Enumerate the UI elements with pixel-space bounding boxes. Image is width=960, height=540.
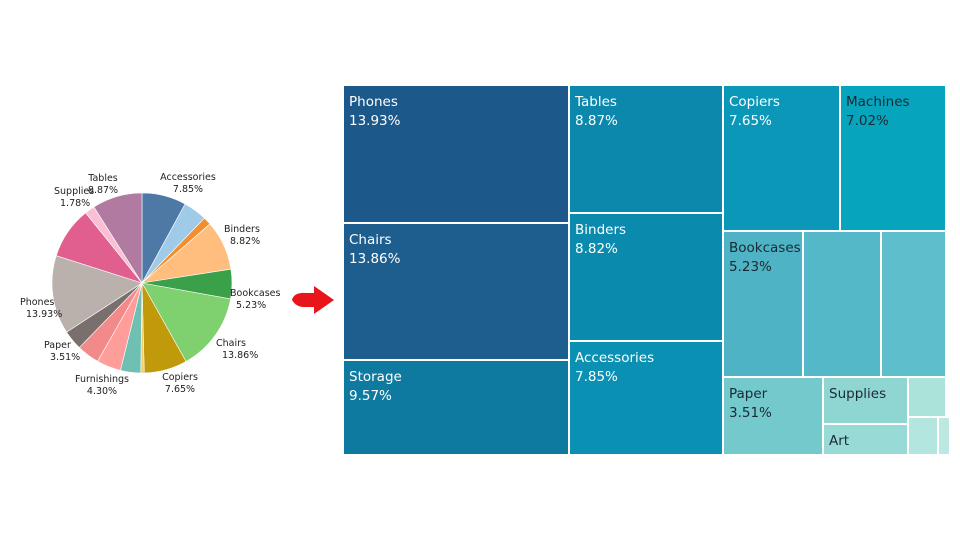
pie-value-label: 3.51%: [50, 352, 80, 363]
pie-value-label: 4.30%: [87, 386, 117, 397]
pie-slice-phones: [51, 255, 143, 333]
pie-label: Accessories: [160, 172, 216, 183]
tile-name: Paper: [729, 386, 768, 402]
treemap-chart: Phones 13.93% Chairs 13.86% Storage 9.57% Tabl…: [343, 85, 950, 455]
pie-label: Supplies: [54, 186, 94, 197]
tile-name: Art: [829, 433, 850, 449]
right-arrow-icon: [292, 286, 334, 314]
tile-percent: 9.57%: [349, 388, 392, 404]
treemap-tile: [881, 231, 946, 377]
tile-percent: 7.65%: [729, 113, 772, 129]
pie-value-label: 5.23%: [236, 300, 266, 311]
treemap-tile-chairs: Chairs 13.86%: [343, 223, 569, 360]
treemap-tile-paper: Paper 3.51%: [723, 377, 823, 455]
pie-label: Paper: [44, 340, 71, 351]
pie-value-label: 8.87%: [88, 185, 118, 196]
tile-percent: 13.93%: [349, 113, 401, 129]
pie-label: Bookcases: [230, 288, 280, 299]
treemap-tile: [908, 417, 938, 455]
tile-percent: 13.86%: [349, 251, 401, 267]
pie-label: Binders: [224, 224, 260, 235]
treemap-tile-tables: Tables 8.87%: [569, 85, 723, 213]
tile-name: Supplies: [829, 386, 887, 402]
pie-value-label: 13.86%: [222, 350, 258, 361]
treemap-tile-accessories: Accessories 7.85%: [569, 341, 723, 455]
treemap-tile-phones: Phones 13.93%: [343, 85, 569, 223]
tile-percent: 5.23%: [729, 259, 772, 275]
tile-name: Bookcases: [729, 240, 801, 256]
treemap-tile-art: Art: [823, 424, 908, 455]
treemap-tile-supplies: Supplies: [823, 377, 908, 424]
tile-percent: 8.87%: [575, 113, 618, 129]
pie-value-label: 8.82%: [230, 236, 260, 247]
treemap-tile-storage: Storage 9.57%: [343, 360, 569, 455]
tile-name: Copiers: [729, 94, 780, 110]
tile-name: Chairs: [349, 232, 392, 248]
pie-value-label: 1.78%: [60, 198, 90, 209]
tile-name: Tables: [575, 94, 617, 110]
tile-name: Accessories: [575, 350, 655, 366]
tile-name: Storage: [349, 369, 402, 385]
tile-percent: 7.85%: [575, 369, 618, 385]
tile-name: Machines: [846, 94, 910, 110]
treemap-tile-bookcases: Bookcases 5.23%: [723, 231, 803, 377]
treemap-tile-machines: Machines 7.02%: [840, 85, 946, 231]
tile-percent: 7.02%: [846, 113, 889, 129]
pie-value-label: 13.93%: [26, 309, 62, 320]
treemap-tile-copiers: Copiers 7.65%: [723, 85, 840, 231]
tile-name: Phones: [349, 94, 398, 110]
pie-label: Phones: [20, 297, 54, 308]
tile-percent: 8.82%: [575, 241, 618, 257]
pie-label: Copiers: [162, 372, 198, 383]
treemap-tile: [908, 377, 946, 417]
tile-percent: 3.51%: [729, 405, 772, 421]
pie-slice-tables: [93, 192, 143, 285]
pie-label: Chairs: [216, 338, 246, 349]
treemap-tile: [938, 417, 950, 455]
treemap-tile-binders: Binders 8.82%: [569, 213, 723, 341]
pie-value-label: 7.65%: [165, 384, 195, 395]
pie-label: Furnishings: [75, 374, 129, 385]
tile-name: Binders: [575, 222, 627, 238]
pie-slice-chairs: [141, 282, 231, 362]
treemap-tile: [803, 231, 881, 377]
pie-value-label: 7.85%: [173, 184, 203, 195]
pie-label: Tables: [87, 173, 118, 184]
